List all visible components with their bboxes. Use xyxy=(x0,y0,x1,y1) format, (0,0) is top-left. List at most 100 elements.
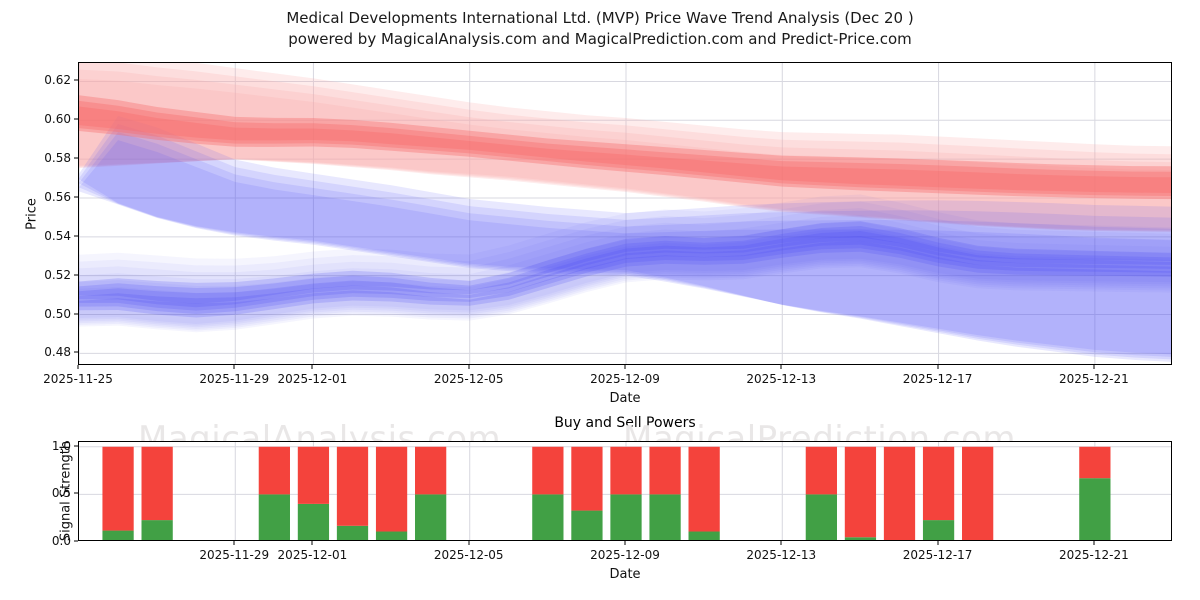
signal-bar xyxy=(883,446,916,540)
signal-bar xyxy=(649,446,681,540)
price-x-tick-label: 2025-12-01 xyxy=(277,372,348,386)
sell-power-segment xyxy=(883,446,916,540)
buy-power-segment xyxy=(805,494,837,540)
signal-bar xyxy=(610,446,642,540)
sell-power-segment xyxy=(922,446,955,521)
price-y-tick-label: 0.54 xyxy=(44,228,71,243)
page-title: Medical Developments International Ltd. … xyxy=(0,8,1200,50)
price-y-tick-mark xyxy=(74,313,78,315)
price-wave-bands xyxy=(79,63,1171,364)
signal-bar xyxy=(962,446,994,540)
price-y-tick-mark xyxy=(74,235,78,237)
signal-bars xyxy=(79,442,1171,540)
signal-bar xyxy=(922,446,955,540)
signal-x-tick-mark xyxy=(624,541,626,545)
price-x-tick-label: 2025-12-13 xyxy=(746,372,817,386)
signal-bar xyxy=(375,446,408,540)
buy-power-segment xyxy=(141,520,173,540)
signal-chart-title: Buy and Sell Powers xyxy=(554,415,696,431)
signal-y-tick-label: 1.0 xyxy=(51,438,71,453)
price-chart-panel: MagicalAnalysis.com MagicalPrediction.co… xyxy=(24,62,1172,406)
price-x-tick-label: 2025-12-21 xyxy=(1058,372,1129,386)
signal-bar xyxy=(571,446,603,540)
signal-x-tick-label: 2025-12-05 xyxy=(433,548,504,562)
signal-bar xyxy=(258,446,290,540)
buy-power-segment xyxy=(258,494,290,540)
sell-power-segment xyxy=(805,446,837,495)
signal-x-axis-label: Date xyxy=(609,567,641,582)
sell-power-segment xyxy=(102,446,134,531)
price-x-tick-mark xyxy=(311,365,313,369)
signal-plot-area xyxy=(78,441,1172,541)
buy-power-segment xyxy=(1079,478,1111,540)
price-x-tick-mark xyxy=(468,365,470,369)
price-y-tick-label: 0.56 xyxy=(44,189,71,204)
buy-power-segment xyxy=(336,525,369,540)
sell-power-segment xyxy=(375,446,408,532)
price-y-tick-mark xyxy=(74,79,78,81)
sell-power-segment xyxy=(610,446,642,495)
signal-bar xyxy=(141,446,173,540)
signal-bar xyxy=(102,446,134,540)
title-line-secondary: powered by MagicalAnalysis.com and Magic… xyxy=(288,30,912,48)
buy-power-segment xyxy=(102,530,134,540)
signal-x-tick-mark xyxy=(780,541,782,545)
sell-power-segment xyxy=(844,446,877,538)
signal-y-tick-mark xyxy=(74,540,78,542)
buy-power-segment xyxy=(415,494,447,540)
signal-y-tick-mark xyxy=(74,445,78,447)
sell-power-segment xyxy=(1079,446,1111,479)
buy-power-segment xyxy=(532,494,564,540)
signal-x-tick-mark xyxy=(1093,541,1095,545)
price-x-tick-label: 2025-11-25 xyxy=(43,372,113,386)
price-x-tick-label: 2025-12-17 xyxy=(902,372,973,386)
price-plot-area xyxy=(78,62,1172,365)
buy-power-segment xyxy=(571,510,603,540)
buy-power-segment xyxy=(922,520,955,540)
price-y-tick-label: 0.52 xyxy=(44,267,71,282)
signal-bar xyxy=(688,446,720,540)
signal-x-tick-label: 2025-11-29 xyxy=(199,548,270,562)
price-x-tick-label: 2025-12-09 xyxy=(590,372,660,386)
buy-power-segment xyxy=(688,531,720,540)
signal-bar xyxy=(415,446,447,540)
sell-power-segment xyxy=(297,446,330,504)
sell-power-segment xyxy=(962,446,994,540)
signal-x-tick-mark xyxy=(233,541,235,545)
price-y-tick-label: 0.50 xyxy=(44,306,71,321)
price-x-tick-label: 2025-11-29 xyxy=(199,372,270,386)
signal-chart-panel: Buy and Sell Powers MagicalAnalysis.com … xyxy=(52,415,1172,582)
price-y-axis-label: Price xyxy=(24,197,40,230)
buy-power-segment xyxy=(844,537,877,540)
signal-x-tick-label: 2025-12-01 xyxy=(277,548,348,562)
price-x-tick-label: 2025-12-05 xyxy=(433,372,504,386)
title-line-primary: Medical Developments International Ltd. … xyxy=(286,9,914,27)
signal-bar xyxy=(844,446,877,540)
buy-power-segment xyxy=(649,494,681,540)
sell-power-segment xyxy=(571,446,603,511)
price-y-tick-mark xyxy=(74,157,78,159)
signal-bar xyxy=(297,446,330,540)
sell-power-segment xyxy=(688,446,720,532)
sell-power-segment xyxy=(258,446,290,495)
signal-bar xyxy=(1079,446,1111,540)
sell-power-segment xyxy=(649,446,681,495)
price-y-tick-mark xyxy=(74,118,78,120)
price-x-tick-mark xyxy=(624,365,626,369)
signal-x-tick-mark xyxy=(468,541,470,545)
sell-power-segment xyxy=(532,446,564,495)
sell-power-segment xyxy=(336,446,369,526)
price-x-tick-mark xyxy=(937,365,939,369)
signal-y-tick-label: 0.5 xyxy=(51,486,71,501)
signal-y-tick-mark xyxy=(74,492,78,494)
signal-x-tick-mark xyxy=(937,541,939,545)
signal-bar xyxy=(336,446,369,540)
signal-x-tick-label: 2025-12-09 xyxy=(590,548,660,562)
price-y-tick-label: 0.60 xyxy=(44,112,71,127)
signal-x-tick-label: 2025-12-21 xyxy=(1058,548,1129,562)
price-x-tick-mark xyxy=(77,365,79,369)
signal-bar xyxy=(532,446,564,540)
buy-power-segment xyxy=(375,531,408,540)
price-y-tick-mark xyxy=(74,196,78,198)
